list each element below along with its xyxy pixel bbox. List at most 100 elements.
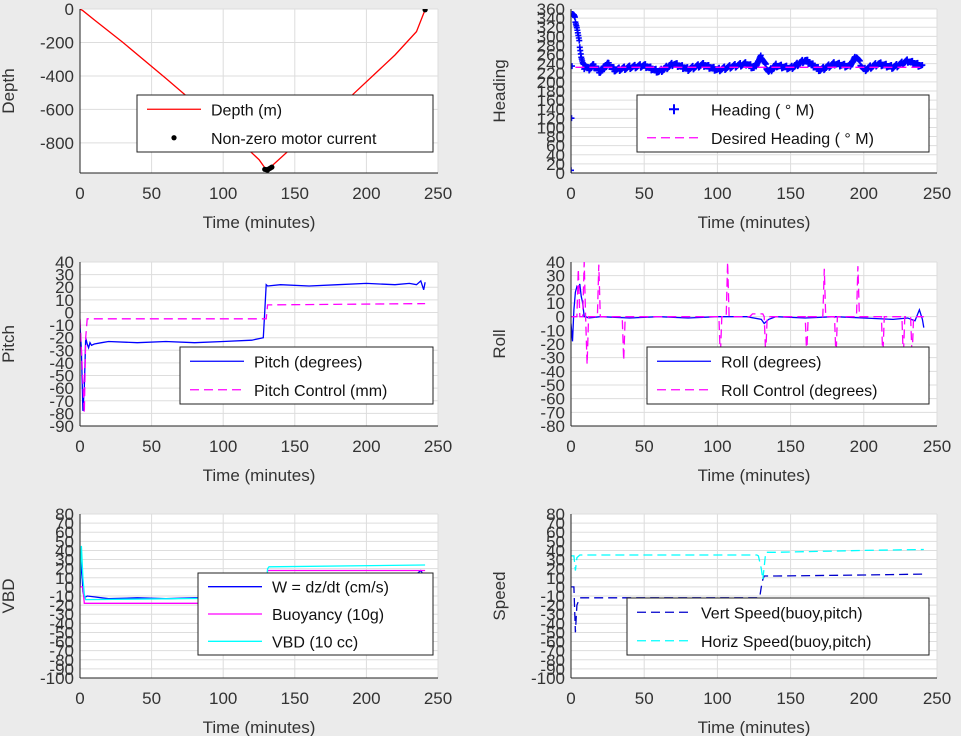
- speed-y-tick-label: 30: [546, 551, 565, 570]
- roll-y-tick-label: -50: [540, 376, 565, 395]
- pitch-y-tick-label: -50: [49, 367, 74, 386]
- roll-y-tick-label: 30: [546, 267, 565, 286]
- pitch-x-tick-label: 0: [75, 437, 84, 456]
- roll-y-tick-label: -20: [540, 335, 565, 354]
- roll-y-tick-label: 20: [546, 280, 565, 299]
- heading-x-tick-label: 150: [776, 184, 804, 203]
- pitch-x-axis-label: Time (minutes): [203, 466, 316, 485]
- pitch-y-tick-label: -20: [49, 329, 74, 348]
- legend-label-pitch-control-mm: Pitch Control (mm): [254, 383, 387, 400]
- speed-x-tick-label: 150: [776, 689, 804, 708]
- depth-legend-box: [136, 94, 434, 153]
- heading-x-tick-label: 50: [635, 184, 654, 203]
- speed-x-tick-label: 100: [703, 689, 731, 708]
- speed-legend: Vert Speed(buoy,pitch) Horiz Speed(buoy,p…: [626, 597, 930, 656]
- depth-y-tick-label: -800: [40, 134, 74, 153]
- speed-legend-box: [626, 597, 930, 656]
- speed-series-horiz-speed-buoy-pitch-line: [571, 548, 924, 580]
- pitch-series-pitch-control-mm-line: [80, 302, 426, 414]
- speed-y-tick-label: -80: [540, 651, 565, 670]
- speed-y-tick-label: -90: [540, 660, 565, 679]
- depth-x-tick-label: 0: [75, 184, 84, 203]
- depth-x-tick-label: 150: [281, 184, 309, 203]
- speed-x-tick-label: 250: [923, 689, 951, 708]
- heading-y-tick-label: 100: [537, 118, 565, 137]
- vbd-y-tick-label: -40: [49, 614, 74, 633]
- vbd-x-axis-label: Time (minutes): [203, 718, 316, 736]
- vbd-y-tick-label: 70: [55, 514, 74, 533]
- vbd-series-vbd-10-cc-line: [80, 545, 426, 601]
- vbd-x-tick-label: 50: [142, 689, 161, 708]
- heading-y-tick-label: 140: [537, 100, 565, 119]
- depth-panel: 0 50 100 150 200 250 0 -200 -400 -600 -800 Time (mi…: [0, 0, 452, 232]
- speed-y-tick-label: -50: [540, 623, 565, 642]
- heading-y-tick-label: 60: [546, 137, 565, 156]
- speed-y-tick-label: -30: [540, 605, 565, 624]
- pitch-x-tick-label: 200: [352, 437, 380, 456]
- speed-y-tick-label: -100: [531, 669, 565, 688]
- heading-y-tick-label: 180: [537, 82, 565, 101]
- heading-y-tick-label: 0: [556, 164, 565, 183]
- heading-series-heading-m-point: [571, 63, 575, 70]
- depth-y-tick-label: -600: [40, 100, 74, 119]
- pitch-panel: 0 50 100 150 200 250403020100-10-20-30-40-50-…: [0, 253, 452, 485]
- pitch-y-tick-label: 10: [55, 291, 74, 310]
- pitch-x-tick-label: 100: [209, 437, 237, 456]
- speed-y-tick-label: -10: [540, 587, 565, 606]
- heading-legend-box: [636, 94, 930, 153]
- vbd-y-tick-label: 40: [55, 541, 74, 560]
- roll-y-tick-label: 0: [556, 308, 565, 327]
- heading-y-tick-label: 320: [537, 18, 565, 37]
- vbd-x-tick-label: 150: [281, 689, 309, 708]
- speed-y-tick-label: -60: [540, 633, 565, 652]
- legend-label-roll-control-degrees: Roll Control (degrees): [721, 383, 878, 400]
- roll-y-tick-label: -80: [540, 417, 565, 436]
- roll-y-tick-label: -30: [540, 349, 565, 368]
- pitch-y-tick-label: -80: [49, 404, 74, 423]
- legend-label-buoyancy-10g: Buoyancy (10g): [272, 607, 384, 624]
- roll-series-group: [571, 262, 925, 365]
- roll-x-tick-label: 0: [566, 437, 575, 456]
- pitch-x-tick-label: 250: [424, 437, 452, 456]
- speed-x-tick-label: 50: [635, 689, 654, 708]
- heading-series-heading-m-point: [571, 14, 578, 21]
- legend-label-depth-m: Depth (m): [211, 102, 282, 119]
- pitch-x-tick-label: 50: [142, 437, 161, 456]
- heading-series-heading-m-point: [919, 62, 926, 69]
- vbd-panel: 0 50 100 150 200 25080706050403020100-10-20-3…: [0, 505, 452, 736]
- heading-x-tick-label: 200: [850, 184, 878, 203]
- heading-y-tick-label: 80: [546, 128, 565, 147]
- pitch-y-tick-label: -90: [49, 417, 74, 436]
- pitch-y-tick-label: -70: [49, 392, 74, 411]
- speed-y-axis-label: Speed: [490, 571, 509, 620]
- speed-y-tick-label: 60: [546, 523, 565, 542]
- depth-y-tick-label: -200: [40, 33, 74, 52]
- heading-y-tick-label: 260: [537, 46, 565, 65]
- depth-legend: Depth (m) Non-zero motor current: [136, 94, 434, 153]
- roll-y-tick-label: 40: [546, 253, 565, 272]
- heading-series-group: [571, 11, 926, 173]
- speed-y-tick-label: 0: [556, 578, 565, 597]
- legend-label-pitch-degrees: Pitch (degrees): [254, 354, 363, 371]
- pitch-y-tick-label: 30: [55, 266, 74, 285]
- roll-y-tick-label: -70: [540, 403, 565, 422]
- pitch-y-tick-label: -40: [49, 354, 74, 373]
- pitch-y-tick-label: 20: [55, 278, 74, 297]
- heading-y-tick-label: 220: [537, 64, 565, 83]
- heading-x-tick-label: 0: [566, 184, 575, 203]
- depth-series-group: [80, 9, 428, 173]
- pitch-y-tick-label: 0: [65, 303, 74, 322]
- legend-label-heading-m: Heading ( ° M): [711, 102, 814, 119]
- roll-legend: Roll (degrees) Roll Control (degrees): [646, 346, 930, 405]
- roll-y-tick-label: -10: [540, 321, 565, 340]
- roll-y-axis-label: Roll: [490, 329, 509, 358]
- legend-label-vbd-10-cc: VBD (10 cc): [272, 634, 358, 651]
- heading-y-tick-label: 280: [537, 36, 565, 55]
- depth-y-tick-label: -400: [40, 67, 74, 86]
- depth-x-tick-label: 100: [209, 184, 237, 203]
- heading-y-axis-label: Heading: [490, 59, 509, 122]
- roll-x-axis-label: Time (minutes): [698, 466, 811, 485]
- speed-series-vert-speed-buoy-pitch-line: [571, 573, 924, 633]
- roll-y-tick-label: -40: [540, 362, 565, 381]
